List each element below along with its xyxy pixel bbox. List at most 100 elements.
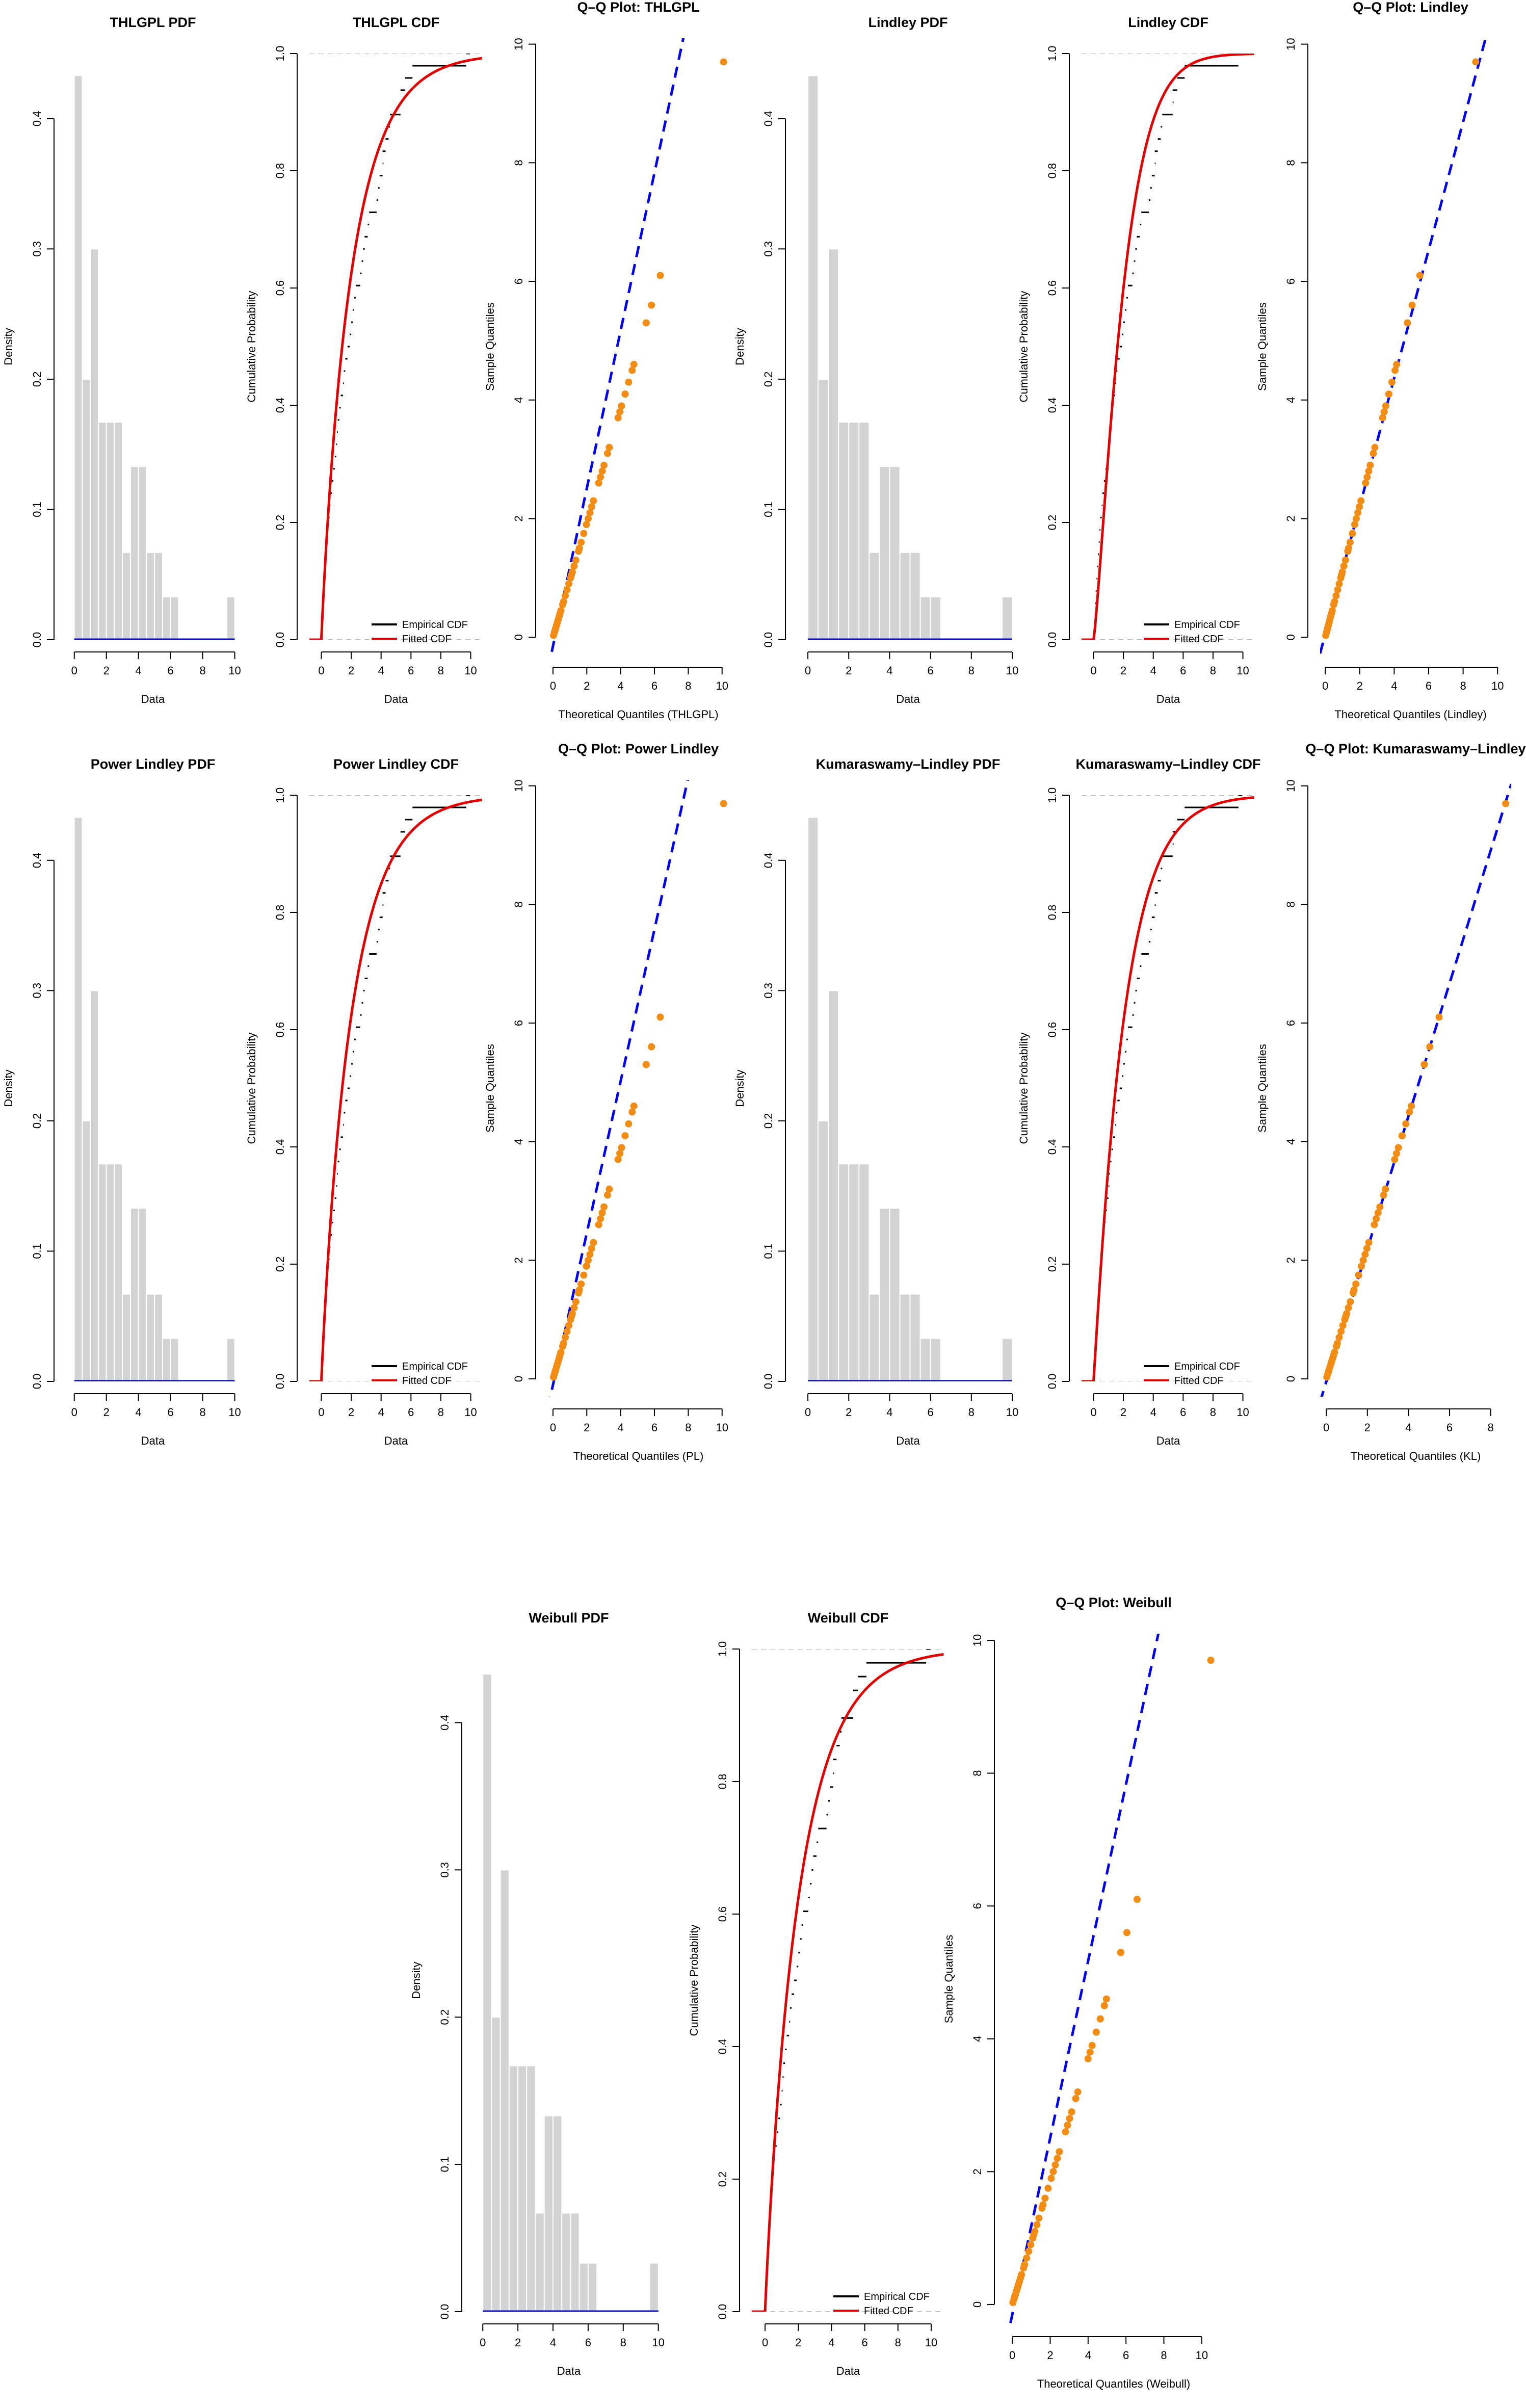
qq1-x-tick-label: 6 (651, 679, 657, 692)
cdf4-y-tick-label: 0.2 (1046, 1257, 1059, 1272)
legend-fitted-label: Fitted CDF (1174, 634, 1224, 645)
qq-point (1088, 2041, 1096, 2049)
qq5-y-tick-label: 0 (971, 2301, 984, 2308)
pdf5-x-tick-label: 8 (620, 2336, 626, 2349)
qq4-y-tick-label: 0 (1284, 1376, 1297, 1382)
qq2-y-tick-label: 10 (1284, 38, 1297, 50)
qq3-y-tick-label: 2 (512, 1257, 525, 1263)
qq-point (1072, 2095, 1080, 2103)
qq4-x-tick-label: 4 (1405, 1421, 1411, 1434)
qq-point (557, 1348, 565, 1356)
cdf2-x-tick-label: 8 (1210, 664, 1216, 677)
histogram-bar (114, 1163, 123, 1381)
qq-point (1018, 2271, 1025, 2279)
histogram-bar (535, 2212, 545, 2312)
histogram-bar (97, 422, 107, 640)
histogram-bar (82, 378, 91, 640)
qq5-x-tick-label: 2 (1047, 2349, 1053, 2362)
histogram-bar (499, 1869, 510, 2312)
qq-point (572, 1298, 580, 1305)
qq3-y-tick-label: 6 (512, 1020, 525, 1026)
pdf5-y-tick-label: 0.4 (438, 1715, 451, 1731)
qq-point (568, 568, 576, 576)
histogram-bar (97, 1163, 107, 1381)
qq4-x-tick-label: 8 (1488, 1421, 1494, 1434)
qq-point (1054, 2155, 1061, 2162)
histogram-bar (807, 817, 819, 1381)
pdf5-y-tick-label: 0.0 (438, 2304, 451, 2320)
qq-point (1393, 1149, 1400, 1157)
qq-point (1335, 580, 1343, 588)
qq-point (1362, 479, 1370, 487)
qq-point (1361, 1250, 1369, 1258)
qq2-title: Q–Q Plot: Lindley (1353, 0, 1468, 15)
cdf5-y-label: Cumulative Probability (688, 1925, 700, 2036)
cdf3-x-label: Data (384, 1434, 408, 1447)
pdf4-y-tick-label: 0.2 (762, 1113, 775, 1129)
qq-point (618, 402, 625, 410)
histogram-bar (828, 990, 839, 1381)
qq2-x-tick-label: 8 (1460, 679, 1466, 692)
pdf2-x-tick-label: 10 (1006, 664, 1018, 677)
legend-fitted-label: Fitted CDF (864, 2306, 913, 2317)
qq-point (583, 521, 590, 529)
qq-point (1049, 2168, 1057, 2176)
histogram-bar (889, 1208, 901, 1381)
qq-point (575, 544, 583, 552)
pdf5-x-tick-label: 0 (480, 2336, 486, 2349)
qq-point (1341, 556, 1349, 564)
qq-point (1340, 562, 1348, 570)
qq3-x-tick-label: 0 (550, 1421, 556, 1434)
histogram-bar (587, 2262, 598, 2312)
qq-point (1345, 544, 1352, 552)
histogram-bar (114, 422, 123, 640)
qq-point (1337, 1328, 1345, 1336)
qq-point (1373, 1215, 1380, 1222)
qq4-plot-area (1320, 783, 1511, 1397)
qq-point (1328, 607, 1336, 614)
cdf4-plot-area (1082, 795, 1255, 1381)
qq5-y-label: Sample Quantiles (942, 1935, 955, 2024)
cdf1-x-label: Data (384, 693, 408, 705)
pdf3-x-label: Data (141, 1434, 165, 1447)
histogram-bar (90, 248, 99, 640)
fitted-cdf-line (1082, 796, 1254, 1381)
pdf2-x-tick-label: 4 (886, 664, 892, 677)
cdf4-y-tick-label: 0.8 (1046, 905, 1059, 921)
qq3-y-label: Sample Quantiles (484, 1044, 496, 1133)
qq-point (1033, 2221, 1041, 2229)
pdf4-x-tick-label: 10 (1006, 1406, 1018, 1419)
histogram-bar (552, 2115, 563, 2312)
qq-point (1356, 503, 1363, 511)
qq-point (1044, 2184, 1052, 2192)
cdf4-x-label: Data (1156, 1434, 1180, 1447)
cdf1-y-tick-label: 0.2 (274, 515, 286, 531)
qq5-title: Q–Q Plot: Weibull (1056, 1595, 1172, 1610)
cdf1-panel: THLGPL CDF 0 2 4 6 8 10 0.0 0.2 0.4 0.6 0.8 1.0 Data C… (245, 15, 483, 705)
cdf1-y-tick-label: 0.4 (274, 398, 286, 413)
histogram-bar (491, 2017, 501, 2312)
qq-point (577, 1280, 585, 1288)
pdf2-plot-area (807, 75, 1013, 640)
histogram-bar (899, 552, 911, 640)
qq-point (562, 1333, 569, 1341)
pdf1-x-tick-label: 10 (228, 664, 241, 677)
cdf5-x-tick-label: 0 (762, 2336, 768, 2349)
histogram-bar (930, 596, 941, 640)
histogram-bar (138, 1208, 147, 1381)
cdf2-x-label: Data (1156, 693, 1180, 705)
qq3-y-tick-label: 4 (512, 1139, 525, 1145)
histogram-bar (848, 1163, 860, 1381)
qq-point (1406, 1108, 1413, 1116)
qq2-y-tick-label: 4 (1284, 397, 1297, 403)
pdf3-x-tick-label: 10 (228, 1406, 241, 1419)
qq-point (642, 319, 650, 327)
qq-point (1416, 272, 1424, 279)
cdf3-y-tick-label: 0.6 (274, 1022, 286, 1038)
qq-point (1334, 586, 1341, 594)
qq1-title: Q–Q Plot: THLGPL (577, 0, 700, 15)
cdf2-y-label: Cumulative Probability (1017, 291, 1030, 403)
cdf2-x-tick-label: 0 (1090, 664, 1096, 677)
qq2-plot-area (1320, 38, 1487, 654)
